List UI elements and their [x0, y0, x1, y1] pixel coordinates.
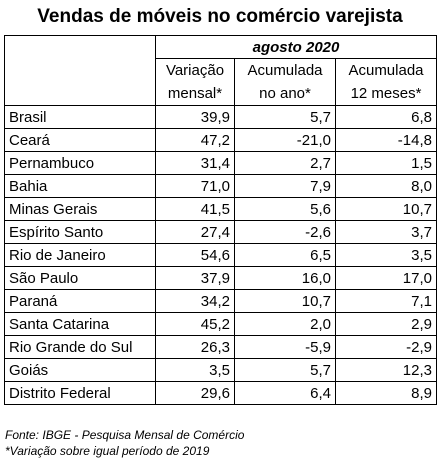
- row-name-cell: Bahia: [4, 174, 156, 198]
- row-name-cell: Ceará: [4, 128, 156, 152]
- mensal-cell: 31,4: [155, 151, 235, 175]
- footnotes: Fonte: IBGE - Pesquisa Mensal de Comérci…: [5, 427, 244, 459]
- row-name-cell: Rio de Janeiro: [4, 243, 156, 267]
- row-name-cell: Pernambuco: [4, 151, 156, 175]
- meses12-cell: 10,7: [335, 197, 437, 221]
- header-line: 12 meses*: [350, 85, 422, 102]
- ano-cell: 7,9: [234, 174, 336, 198]
- meses12-cell: 6,8: [335, 105, 437, 129]
- period-header: agosto 2020: [155, 35, 437, 59]
- ano-cell: 2,0: [234, 312, 336, 336]
- mensal-cell: 41,5: [155, 197, 235, 221]
- mensal-cell: 29,6: [155, 381, 235, 405]
- mensal-cell: 47,2: [155, 128, 235, 152]
- row-name-cell: Rio Grande do Sul: [4, 335, 156, 359]
- header-line: Variação: [165, 62, 225, 79]
- mensal-cell: 37,9: [155, 266, 235, 290]
- ano-cell: 6,5: [234, 243, 336, 267]
- sales-table: agosto 2020 Variação mensal* Acumulada n…: [4, 35, 437, 405]
- meses12-cell: 17,0: [335, 266, 437, 290]
- ano-cell: 5,6: [234, 197, 336, 221]
- table-row: Minas Gerais 41,5 5,6 10,7: [4, 197, 437, 221]
- row-name-cell: Minas Gerais: [4, 197, 156, 221]
- row-name-cell: Espírito Santo: [4, 220, 156, 244]
- table-row: Ceará 47,2 -21,0 -14,8: [4, 128, 437, 152]
- mensal-cell: 26,3: [155, 335, 235, 359]
- row-name-cell: Santa Catarina: [4, 312, 156, 336]
- header-line: no ano*: [259, 85, 311, 102]
- ano-cell: -5,9: [234, 335, 336, 359]
- header-acumulada-ano: Acumulada no ano*: [234, 58, 336, 106]
- meses12-cell: 2,9: [335, 312, 437, 336]
- header-corner-cell: [4, 35, 156, 106]
- meses12-cell: 7,1: [335, 289, 437, 313]
- header-acumulada-12-meses: Acumulada 12 meses*: [335, 58, 437, 106]
- ano-cell: 2,7: [234, 151, 336, 175]
- table-row: Brasil 39,9 5,7 6,8: [4, 105, 437, 129]
- mensal-cell: 71,0: [155, 174, 235, 198]
- table-row: Pernambuco 31,4 2,7 1,5: [4, 151, 437, 175]
- table-row: Rio de Janeiro 54,6 6,5 3,5: [4, 243, 437, 267]
- row-name-cell: Distrito Federal: [4, 381, 156, 405]
- meses12-cell: 3,5: [335, 243, 437, 267]
- ano-cell: 10,7: [234, 289, 336, 313]
- mensal-cell: 3,5: [155, 358, 235, 382]
- meses12-cell: -14,8: [335, 128, 437, 152]
- ano-cell: 5,7: [234, 358, 336, 382]
- table-row: Santa Catarina 45,2 2,0 2,9: [4, 312, 437, 336]
- meses12-cell: 12,3: [335, 358, 437, 382]
- mensal-cell: 54,6: [155, 243, 235, 267]
- table-row: Espírito Santo 27,4 -2,6 3,7: [4, 220, 437, 244]
- mensal-cell: 34,2: [155, 289, 235, 313]
- table-row: São Paulo 37,9 16,0 17,0: [4, 266, 437, 290]
- row-name-cell: Goiás: [4, 358, 156, 382]
- table-row: Paraná 34,2 10,7 7,1: [4, 289, 437, 313]
- header-variacao-mensal: Variação mensal*: [155, 58, 235, 106]
- meses12-cell: 8,0: [335, 174, 437, 198]
- meses12-cell: 1,5: [335, 151, 437, 175]
- meses12-cell: 8,9: [335, 381, 437, 405]
- table-row: Goiás 3,5 5,7 12,3: [4, 358, 437, 382]
- comparison-note: *Variação sobre igual período de 2019: [5, 444, 210, 458]
- mensal-cell: 39,9: [155, 105, 235, 129]
- ano-cell: 16,0: [234, 266, 336, 290]
- header-line: Acumulada: [247, 62, 323, 79]
- row-name-cell: Paraná: [4, 289, 156, 313]
- ano-cell: 5,7: [234, 105, 336, 129]
- source-note: Fonte: IBGE - Pesquisa Mensal de Comérci…: [5, 428, 245, 442]
- table-row: Distrito Federal 29,6 6,4 8,9: [4, 381, 437, 405]
- header-line: Acumulada: [348, 62, 424, 79]
- ano-cell: -21,0: [234, 128, 336, 152]
- mensal-cell: 27,4: [155, 220, 235, 244]
- table-row: Rio Grande do Sul 26,3 -5,9 -2,9: [4, 335, 437, 359]
- column-header-row: Variação mensal* Acumulada no ano* Acumu…: [5, 58, 437, 106]
- row-name-cell: São Paulo: [4, 266, 156, 290]
- meses12-cell: 3,7: [335, 220, 437, 244]
- ano-cell: 6,4: [234, 381, 336, 405]
- period-header-row: agosto 2020: [4, 35, 437, 106]
- ano-cell: -2,6: [234, 220, 336, 244]
- mensal-cell: 45,2: [155, 312, 235, 336]
- table-title: Vendas de móveis no comércio varejista: [37, 6, 403, 27]
- header-line: mensal*: [167, 85, 223, 102]
- meses12-cell: -2,9: [335, 335, 437, 359]
- row-name-cell: Brasil: [4, 105, 156, 129]
- table-row: Bahia 71,0 7,9 8,0: [4, 174, 437, 198]
